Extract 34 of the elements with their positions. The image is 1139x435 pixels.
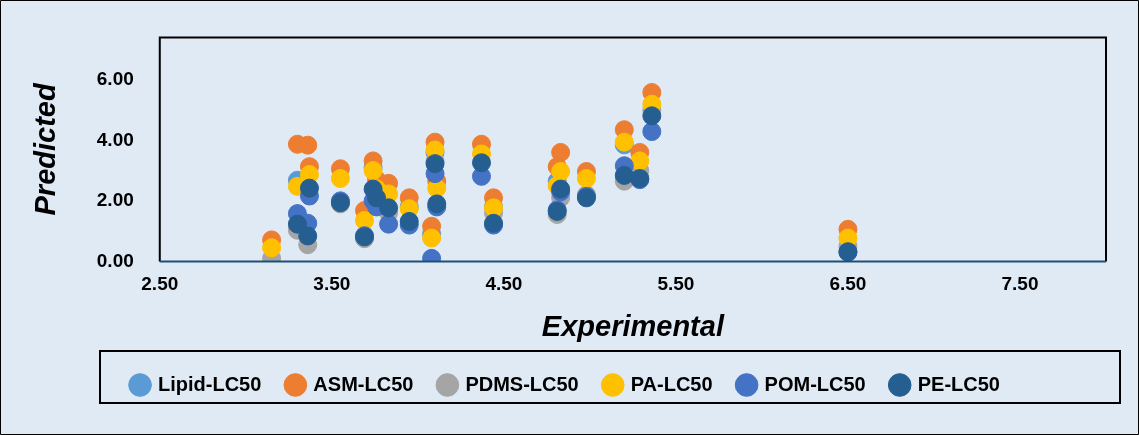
legend-label: PE-LC50: [917, 372, 1000, 395]
point: [642, 106, 662, 126]
point: [298, 135, 318, 155]
x-axis-title: Experimental: [541, 309, 725, 342]
legend-label: PA-LC50: [630, 372, 713, 395]
y-tick-label: 2.00: [96, 189, 134, 211]
legend-label: PDMS-LC50: [465, 372, 579, 395]
point: [299, 178, 319, 198]
point: [551, 162, 571, 181]
point: [330, 168, 350, 188]
x-tick-label: 7.50: [1001, 273, 1039, 295]
point: [642, 122, 662, 142]
point: [262, 238, 282, 258]
point: [379, 214, 399, 234]
point: [471, 153, 491, 173]
x-tick-label: 5.50: [657, 273, 695, 295]
point: [379, 198, 399, 218]
y-tick-label: 4.00: [96, 128, 134, 150]
y-axis-title: Predicted: [29, 82, 62, 216]
legend-label: ASM-LC50: [313, 372, 414, 395]
point: [298, 226, 318, 246]
legend-label: POM-LC50: [764, 372, 866, 395]
y-tick-label: 0.00: [96, 249, 134, 271]
x-tick-label: 6.50: [829, 273, 867, 295]
legend-label: Lipid-LC50: [158, 372, 262, 395]
point: [576, 168, 596, 188]
point: [614, 165, 634, 185]
point: [287, 214, 307, 234]
y-tick-label: 6.00: [96, 68, 134, 90]
x-tick-label: 4.50: [485, 273, 523, 295]
point: [551, 142, 571, 162]
x-tick-label: 3.50: [313, 273, 351, 295]
point: [422, 228, 442, 248]
x-tick-label: 2.50: [141, 273, 179, 295]
